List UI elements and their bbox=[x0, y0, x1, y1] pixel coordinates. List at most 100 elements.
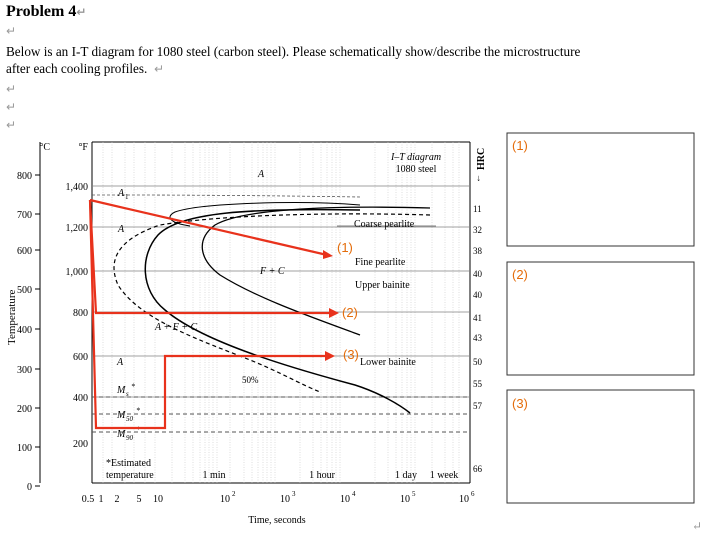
svg-text:A + F + C: A + F + C bbox=[154, 322, 198, 333]
y-axis-title: Temperature bbox=[6, 289, 18, 345]
x-tick: 0.5 bbox=[82, 494, 95, 505]
celsius-axis: °C 800 700 600 500 400 300 200 100 0 bbox=[17, 142, 50, 493]
answer-box-1[interactable] bbox=[506, 132, 695, 247]
svg-text:1 week: 1 week bbox=[430, 470, 459, 481]
svg-text:1 day: 1 day bbox=[395, 470, 417, 481]
svg-text:55: 55 bbox=[473, 379, 483, 389]
profile-arrowheads bbox=[323, 250, 339, 361]
svg-text:temperature: temperature bbox=[106, 470, 154, 481]
x-axis: 0.5 1 2 5 10 10 10 10 10 10 bbox=[82, 494, 469, 505]
x-tick: 10 bbox=[400, 494, 410, 505]
cooling-profiles bbox=[88, 198, 332, 430]
answer-box-labels: (1) (2) (3) bbox=[512, 138, 528, 411]
answer-boxes bbox=[506, 132, 695, 504]
svg-text:(3): (3) bbox=[343, 347, 359, 362]
svg-text:M: M bbox=[116, 410, 126, 421]
svg-text:1 hour: 1 hour bbox=[309, 470, 336, 481]
problem-description: Below is an I-T diagram for 1080 steel (… bbox=[6, 43, 704, 78]
diagram-subtitle: 1080 steel bbox=[396, 164, 437, 175]
svg-text:57: 57 bbox=[473, 401, 483, 411]
diagram-title: I–T diagram bbox=[390, 152, 441, 163]
svg-text:*: * bbox=[136, 425, 140, 434]
svg-text:(2): (2) bbox=[512, 267, 528, 282]
paragraph-mark: ↵ bbox=[6, 118, 17, 132]
svg-text:*: * bbox=[136, 406, 140, 415]
svg-text:M: M bbox=[116, 429, 126, 440]
c-tick: 0 bbox=[27, 482, 32, 493]
svg-text:4: 4 bbox=[352, 490, 356, 498]
coarse-pearlite-label: Coarse pearlite bbox=[354, 219, 415, 230]
svg-text:41: 41 bbox=[473, 313, 482, 323]
svg-text:A: A bbox=[116, 357, 124, 368]
svg-text:32: 32 bbox=[473, 225, 482, 235]
svg-text:*: * bbox=[131, 382, 135, 391]
answer-box-3[interactable] bbox=[506, 389, 695, 504]
paragraph-mark: ↵ bbox=[6, 100, 17, 114]
c-tick: 200 bbox=[17, 404, 32, 415]
svg-text:A: A bbox=[117, 224, 125, 235]
description-line-2: after each cooling profiles. ↵ bbox=[6, 61, 164, 76]
c-tick: 100 bbox=[17, 443, 32, 454]
hrc-label: HRC bbox=[476, 148, 487, 170]
problem-title: Problem 4↵ bbox=[6, 3, 87, 20]
svg-text:(2): (2) bbox=[342, 305, 358, 320]
svg-text:66: 66 bbox=[473, 464, 483, 474]
profile-3-path bbox=[88, 199, 328, 430]
martensite-labels: M s * M 50 * M 90 * bbox=[116, 382, 140, 442]
svg-text:1: 1 bbox=[125, 193, 129, 201]
svg-text:*Estimated: *Estimated bbox=[106, 458, 151, 469]
c-tick: 400 bbox=[17, 325, 32, 336]
c-tick: 300 bbox=[17, 365, 32, 376]
mid-curve-dashed bbox=[113, 213, 431, 393]
paragraph-mark: ↵ bbox=[6, 24, 17, 38]
svg-text:38: 38 bbox=[473, 246, 483, 256]
finish-curve bbox=[169, 202, 361, 227]
svg-text:A: A bbox=[257, 169, 265, 180]
upper-bainite-label: Upper bainite bbox=[355, 280, 410, 291]
unit-fahrenheit: °F bbox=[78, 142, 88, 153]
c-tick: 800 bbox=[17, 171, 32, 182]
f-tick: 600 bbox=[73, 352, 88, 363]
svg-text:←: ← bbox=[472, 174, 482, 183]
x-tick: 10 bbox=[340, 494, 350, 505]
svg-text:A: A bbox=[117, 188, 125, 199]
f-tick: 1,400 bbox=[66, 182, 89, 193]
x-tick: 1 bbox=[99, 494, 104, 505]
paragraph-mark: ↵ bbox=[6, 82, 17, 96]
transformation-curves bbox=[92, 194, 431, 414]
estimated-note: *Estimated temperature bbox=[106, 458, 154, 481]
f-tick: 1,000 bbox=[66, 267, 89, 278]
hrc-ticks: 11 32 38 40 40 41 43 50 55 57 66 bbox=[473, 204, 483, 474]
profile-2-path bbox=[88, 199, 332, 315]
x-axis-exponents: 2 3 4 5 6 bbox=[232, 490, 475, 498]
x-tick: 10 bbox=[153, 494, 163, 505]
answer-box-2[interactable] bbox=[506, 261, 695, 376]
paragraph-mark: ↵ bbox=[692, 519, 702, 533]
svg-text:s: s bbox=[126, 390, 129, 398]
start-curve bbox=[144, 208, 411, 414]
svg-text:(1): (1) bbox=[512, 138, 528, 153]
svg-text:40: 40 bbox=[473, 269, 483, 279]
description-line-1: Below is an I-T diagram for 1080 steel (… bbox=[6, 44, 581, 59]
svg-text:43: 43 bbox=[473, 333, 483, 343]
end-curve bbox=[201, 206, 431, 336]
f-tick: 1,200 bbox=[66, 223, 89, 234]
svg-text:50: 50 bbox=[473, 357, 483, 367]
x-tick: 5 bbox=[137, 494, 142, 505]
svg-text:(1): (1) bbox=[337, 240, 353, 255]
svg-text:F + C: F + C bbox=[259, 266, 285, 277]
svg-text:50: 50 bbox=[126, 415, 134, 423]
svg-text:50%: 50% bbox=[242, 375, 259, 385]
svg-text:3: 3 bbox=[292, 490, 296, 498]
x-tick: 10 bbox=[459, 494, 469, 505]
profile-labels: (1) (2) (3) bbox=[337, 240, 359, 362]
svg-text:90: 90 bbox=[126, 434, 134, 442]
svg-text:(3): (3) bbox=[512, 396, 528, 411]
svg-text:40: 40 bbox=[473, 290, 483, 300]
lower-bainite-label: Lower bainite bbox=[360, 357, 416, 368]
fine-pearlite-label: Fine pearlite bbox=[355, 257, 406, 268]
x-tick: 10 bbox=[280, 494, 290, 505]
c-tick: 600 bbox=[17, 246, 32, 257]
svg-text:M: M bbox=[116, 385, 126, 396]
